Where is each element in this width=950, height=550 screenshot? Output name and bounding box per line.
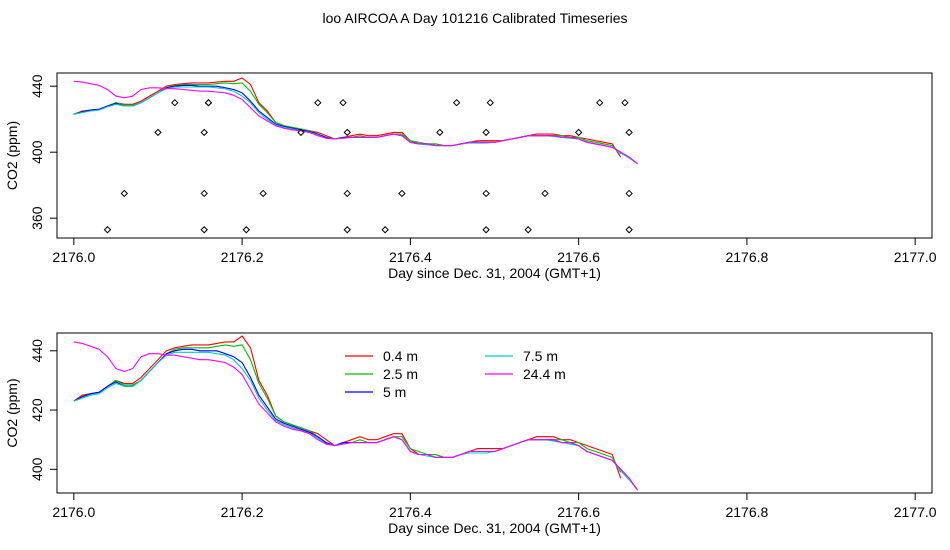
data-point (103, 226, 112, 234)
data-point (200, 128, 208, 137)
plot-frame (56, 332, 933, 494)
data-point (343, 128, 351, 137)
chart-title: loo AIRCOA A Day 101216 Calibrated Times… (322, 10, 628, 26)
x-tick-label: 2176.0 (52, 504, 95, 520)
legend-label: 0.4 m (383, 348, 418, 364)
series-line-2-5-m (73, 344, 622, 473)
data-point (200, 189, 208, 198)
legend-label: 24.4 m (523, 366, 566, 382)
data-point (486, 98, 495, 107)
x-tick-label: 2176.8 (725, 249, 768, 265)
data-point (343, 189, 351, 198)
data-point (436, 128, 444, 137)
data-point (398, 189, 406, 198)
data-point (242, 226, 251, 234)
plot-area (73, 335, 638, 491)
top-panel: 2176.0 2176.2 2176.4 2176.6 2176.8 2177.0 360 4… (4, 72, 937, 281)
legend-label: 2.5 m (383, 366, 418, 382)
y-tick-label: 440 (29, 339, 45, 363)
legend: 0.4 m 2.5 m 5 m 7.5 m 24.4 m (345, 348, 566, 400)
y-axis-label: CO2 (ppm) (4, 121, 20, 190)
x-tick-label: 2176.4 (389, 249, 432, 265)
x-tick-label: 2176.4 (389, 504, 432, 520)
x-tick-label: 2176.8 (725, 504, 768, 520)
x-axis-label: Day since Dec. 31, 2004 (GMT+1) (388, 265, 601, 281)
data-point (120, 189, 129, 198)
legend-label: 5 m (383, 384, 406, 400)
data-point (621, 98, 629, 107)
plot-frame (56, 72, 933, 239)
series-line-24-4-m (73, 341, 638, 491)
x-axis-label: Day since Dec. 31, 2004 (GMT+1) (388, 520, 601, 536)
y-axis-label: CO2 (ppm) (4, 378, 20, 447)
data-point (574, 128, 583, 137)
y-tick-label: 440 (29, 74, 45, 98)
legend-label: 7.5 m (523, 348, 558, 364)
series-line-24-4-m (73, 80, 638, 165)
data-point (625, 226, 633, 234)
data-point (452, 98, 461, 107)
data-point (204, 98, 213, 107)
x-tick-label: 2177.0 (894, 249, 937, 265)
x-tick-label: 2176.6 (557, 504, 600, 520)
data-point (314, 98, 322, 107)
data-point (297, 128, 305, 137)
data-point (259, 189, 267, 198)
x-tick-label: 2176.2 (221, 249, 264, 265)
data-point (541, 189, 549, 198)
data-point (343, 226, 351, 234)
x-tick-label: 2177.0 (894, 504, 937, 520)
plot-area (73, 77, 638, 234)
data-point (524, 226, 532, 234)
data-point (339, 98, 347, 107)
data-point (625, 128, 633, 137)
x-tick-label: 2176.6 (557, 249, 600, 265)
y-tick-label: 400 (29, 457, 45, 481)
x-tick-label: 2176.2 (221, 504, 264, 520)
data-point (200, 226, 208, 234)
y-tick-label: 400 (29, 140, 45, 164)
y-tick-label: 360 (29, 206, 45, 230)
x-tick-label: 2176.0 (52, 249, 95, 265)
data-point (482, 128, 490, 137)
bottom-panel: 2176.0 2176.2 2176.4 2176.6 2176.8 2177.0 400 4… (4, 332, 937, 536)
series-line-0-4-m (73, 77, 622, 158)
data-point (625, 189, 633, 198)
series-line-7-5-m (73, 86, 638, 165)
data-point (204, 98, 213, 107)
data-point (482, 189, 490, 198)
data-point (381, 226, 389, 234)
series-line-5-m (73, 84, 638, 165)
data-point (154, 128, 162, 137)
data-point (171, 98, 179, 107)
data-point (595, 98, 604, 107)
data-point (482, 226, 490, 234)
y-tick-label: 420 (29, 398, 45, 422)
